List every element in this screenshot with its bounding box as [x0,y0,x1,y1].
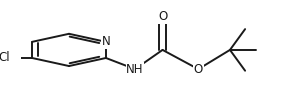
Text: O: O [158,10,167,23]
Text: N: N [102,35,110,48]
Text: Cl: Cl [0,51,10,64]
Text: NH: NH [126,63,144,76]
Text: O: O [194,63,203,76]
